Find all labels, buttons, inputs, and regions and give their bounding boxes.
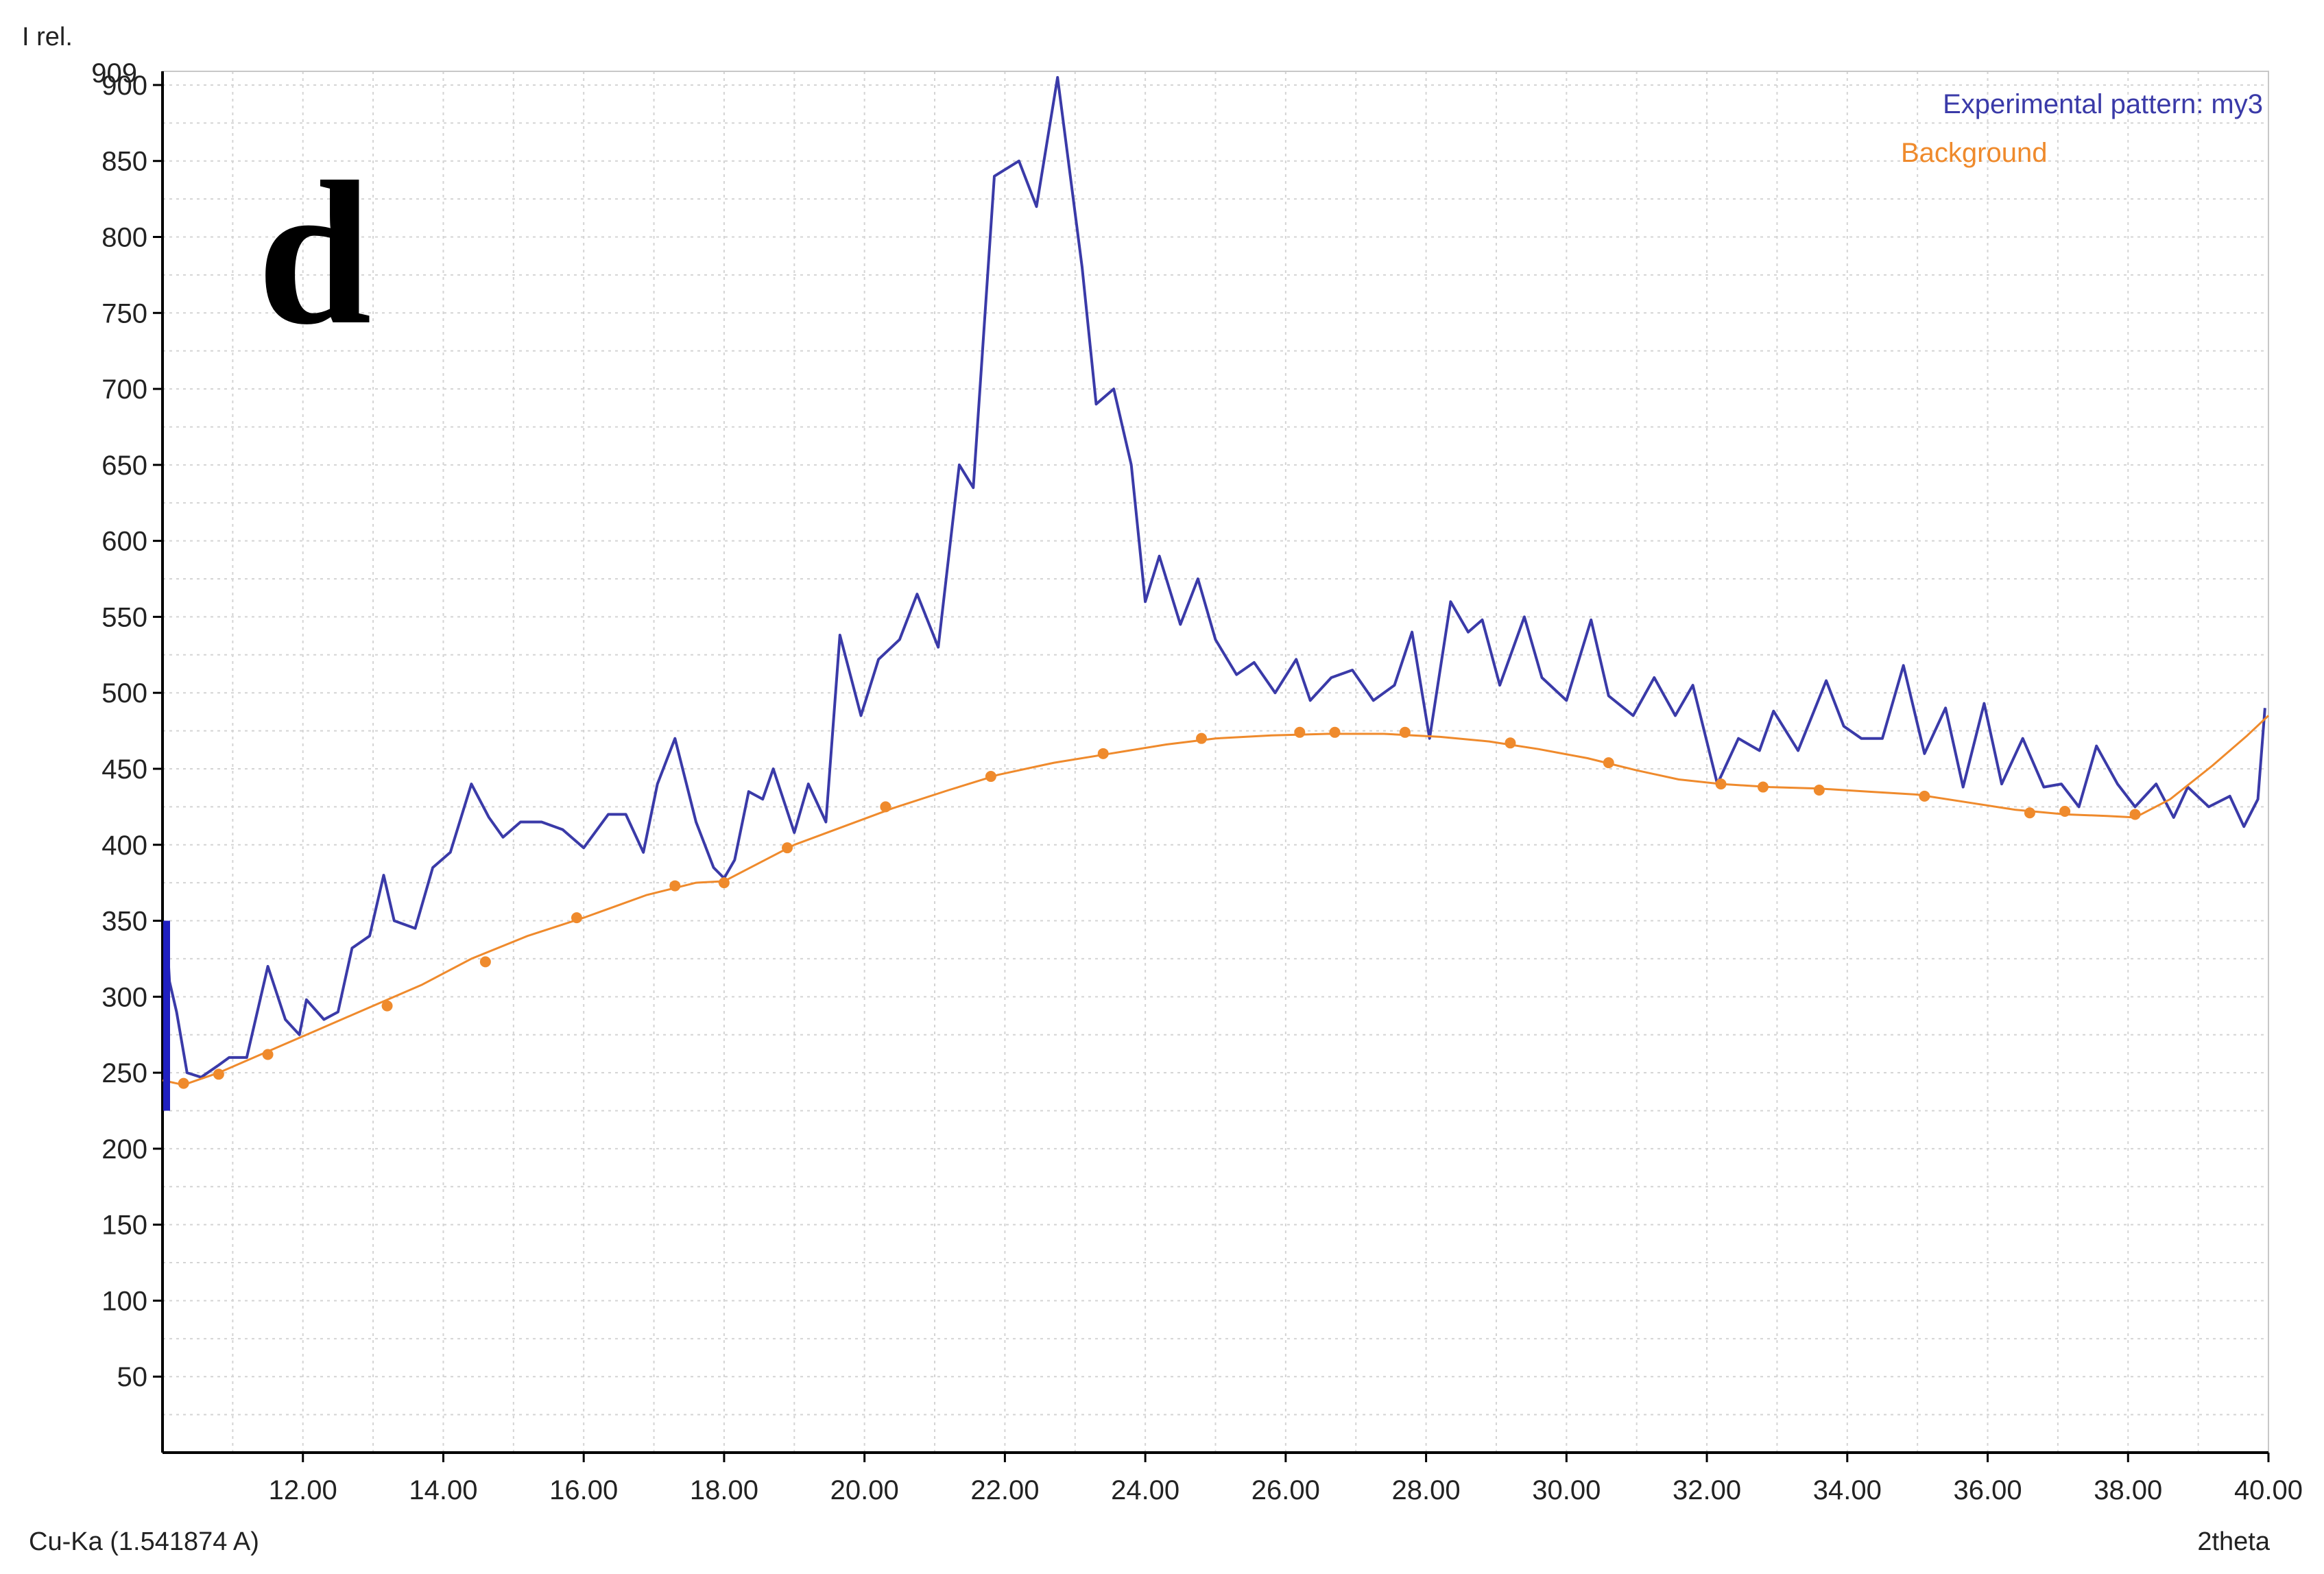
y-tick-label: 500	[101, 678, 147, 708]
legend-entry-background: Background	[1901, 138, 2047, 168]
x-tick-label: 12.00	[269, 1475, 337, 1505]
x-tick-label: 30.00	[1532, 1475, 1601, 1505]
y-tick-label: 700	[101, 374, 147, 405]
legend-entry-experimental: Experimental pattern: my3	[1943, 89, 2263, 119]
x-tick-label: 34.00	[1813, 1475, 1882, 1505]
y-tick-label: 100	[101, 1286, 147, 1316]
x-tick-label: 40.00	[2234, 1475, 2303, 1505]
grid-lines	[163, 71, 2268, 1453]
x-tick-label: 26.00	[1251, 1475, 1320, 1505]
background-marker	[782, 842, 793, 854]
y-tick-label: 400	[101, 831, 147, 861]
panel-label: d	[257, 139, 372, 367]
x-tick-label: 36.00	[1953, 1475, 2022, 1505]
background-marker	[880, 801, 891, 813]
y-tick-label: 250	[101, 1058, 147, 1088]
background-marker	[1294, 726, 1306, 738]
y-tick-label: 300	[101, 982, 147, 1012]
background-marker	[1603, 757, 1614, 769]
background-marker	[178, 1077, 189, 1089]
background-marker	[2059, 806, 2071, 818]
y-tick-label: 200	[101, 1134, 147, 1165]
background-marker	[1715, 778, 1727, 790]
background-marker	[381, 1000, 393, 1012]
axes	[161, 71, 2269, 1454]
y-tick-label: 350	[101, 907, 147, 937]
tick-labels: 50 100 150 200 250 300 350 400 450 500 550 600 650 70…	[101, 71, 2303, 1505]
x-tick-label: 20.00	[830, 1475, 899, 1505]
series-line-experimental	[165, 75, 2266, 1079]
series-layer	[162, 75, 2270, 1111]
y-tick-label: 800	[101, 223, 147, 253]
background-marker	[213, 1069, 224, 1080]
x-tick-label: 18.00	[690, 1475, 758, 1505]
y-tick-label: 650	[101, 451, 147, 481]
y-tick-label: 450	[101, 754, 147, 785]
background-marker	[1196, 732, 1208, 744]
background-marker	[2024, 807, 2035, 819]
x-axis-title: 2theta	[2197, 1527, 2271, 1556]
x-tick-label: 22.00	[970, 1475, 1039, 1505]
x-tick-label: 28.00	[1392, 1475, 1461, 1505]
y-axis-max-label: 909	[91, 58, 137, 88]
background-marker	[1399, 726, 1411, 738]
background-marker	[718, 877, 730, 889]
radiation-label: Cu-Ka (1.541874 A)	[29, 1527, 259, 1556]
x-tick-label: 16.00	[549, 1475, 618, 1505]
x-tick-label: 24.00	[1111, 1475, 1179, 1505]
y-tick-label: 600	[101, 527, 147, 557]
x-tick-label: 14.00	[409, 1475, 477, 1505]
background-marker	[479, 956, 491, 968]
legend: Experimental pattern: my3 Background	[1901, 89, 2263, 168]
y-tick-label: 750	[101, 298, 147, 329]
x-tick-label: 38.00	[2094, 1475, 2162, 1505]
background-marker	[262, 1049, 274, 1060]
series-line-background	[162, 715, 2270, 1086]
y-tick-label: 50	[117, 1362, 148, 1392]
background-marker	[1329, 726, 1341, 738]
y-axis-title: I rel.	[22, 23, 73, 51]
y-tick-label: 900	[101, 71, 147, 101]
background-marker	[571, 912, 582, 924]
background-marker	[1097, 748, 1109, 759]
x-tick-label: 32.00	[1673, 1475, 1741, 1505]
background-marker	[1813, 784, 1825, 796]
background-marker	[2129, 809, 2141, 820]
background-marker	[985, 771, 996, 783]
y-tick-label: 850	[101, 147, 147, 177]
background-marker	[669, 880, 681, 892]
background-marker	[1757, 781, 1769, 793]
background-marker	[1919, 790, 1930, 802]
y-tick-label: 150	[101, 1211, 147, 1241]
background-marker	[1505, 737, 1516, 749]
y-tick-label: 550	[101, 602, 147, 632]
